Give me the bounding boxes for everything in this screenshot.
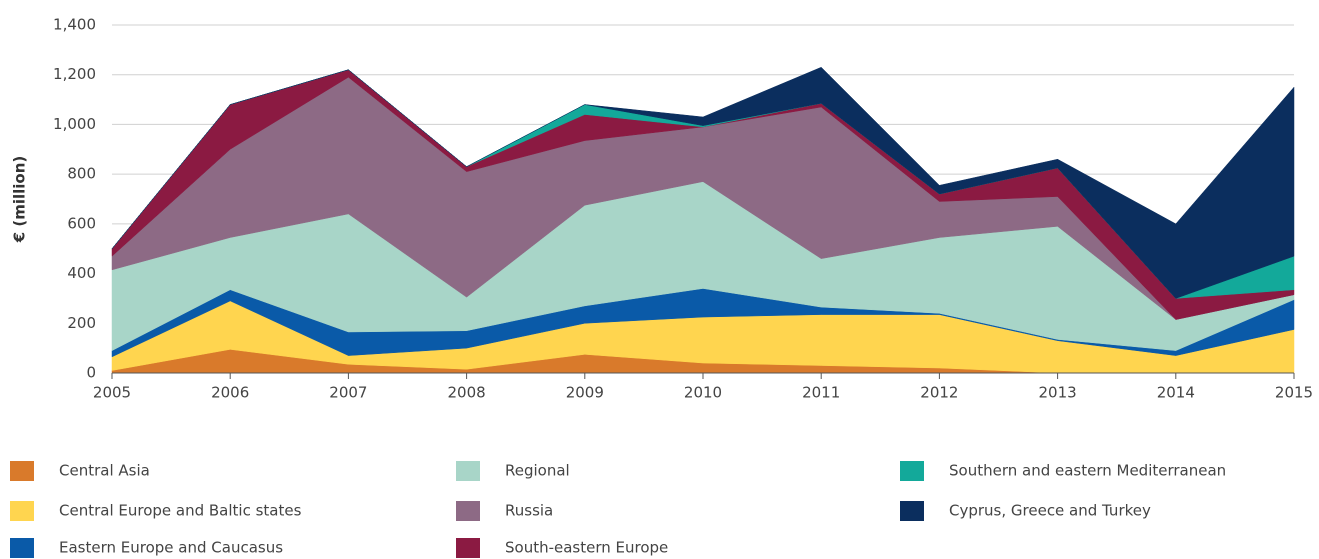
x-tick-label: 2009 [566,384,604,402]
legend-swatch [456,538,480,558]
legend-label: Central Europe and Baltic states [59,502,302,520]
x-tick-label: 2011 [802,384,840,402]
x-tick-label: 2007 [329,384,367,402]
y-tick-label: 1,200 [53,65,96,83]
x-tick-label: 2006 [211,384,249,402]
x-tick-label: 2005 [93,384,131,402]
legend-label: Cyprus, Greece and Turkey [949,502,1151,520]
y-tick-label: 0 [86,364,96,382]
legend-label: Eastern Europe and Caucasus [59,539,283,557]
legend-label: Southern and eastern Mediterranean [949,462,1226,480]
legend-swatch [456,461,480,481]
area [111,66,1295,299]
legend-label: Central Asia [59,462,150,480]
x-tick-label: 2014 [1157,384,1195,402]
x-tick-label: 2012 [920,384,958,402]
x-tick-label: 2013 [1039,384,1077,402]
x-tick-label: 2010 [684,384,722,402]
legend-swatch [900,501,924,521]
y-tick-label: 400 [67,264,96,282]
y-tick-label: 600 [67,214,96,232]
x-tick-label: 2015 [1275,384,1313,402]
y-tick-label: 200 [67,314,96,332]
x-tick-label: 2008 [448,384,486,402]
legend-label: Russia [505,502,553,520]
legend-label: Regional [505,462,570,480]
y-tick-label: 1,000 [53,115,96,133]
y-tick-label: 800 [67,165,96,183]
y-tick-label: 1,400 [53,16,96,34]
legend-swatch [10,461,34,481]
legend-label: South-eastern Europe [505,539,668,557]
legend-swatch [10,501,34,521]
legend-swatch [900,461,924,481]
legend-swatch [456,501,480,521]
y-axis-label: € (million) [11,156,29,244]
legend-swatch [10,538,34,558]
